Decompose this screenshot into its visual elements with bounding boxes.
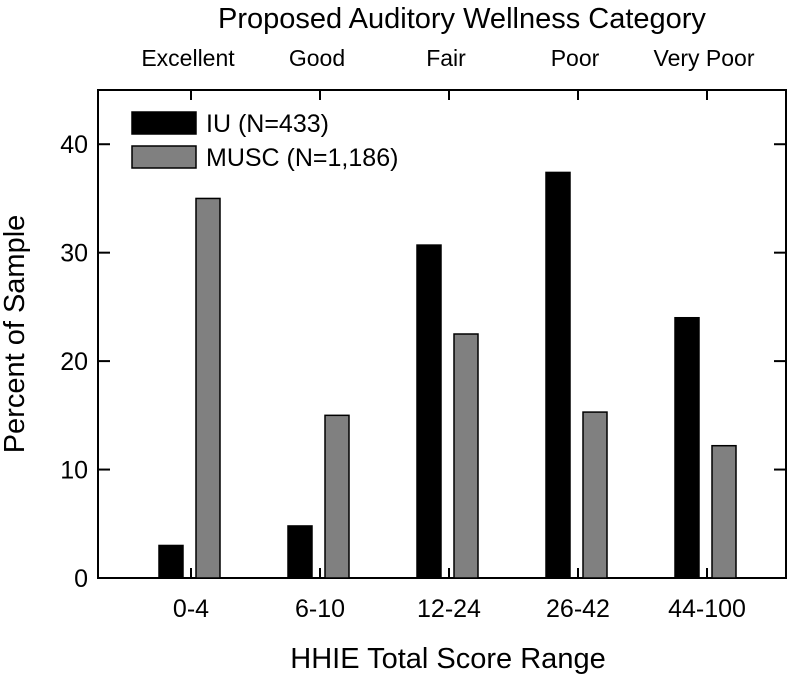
legend-swatch [131, 111, 197, 135]
legend-label: MUSC (N=1,186) [206, 144, 398, 172]
legend-label: IU (N=433) [206, 110, 329, 138]
top-axis-title: Proposed Auditory Wellness Category [218, 3, 706, 35]
bar-iu-44-100 [674, 316, 700, 579]
top-category-label: Excellent [141, 45, 235, 71]
x-tick-label: 44-100 [668, 595, 746, 623]
bar-iu-0-4 [158, 544, 184, 579]
top-category-labels: Excellent Good Fair Poor Very Poor [141, 45, 755, 71]
bar-iu-12-24 [416, 244, 442, 579]
y-tick-label: 20 [60, 348, 88, 376]
plot-frame [97, 89, 787, 579]
y-tick-label: 10 [60, 457, 88, 485]
x-tick-label: 0-4 [173, 595, 209, 623]
bar-iu-26-42 [545, 171, 571, 579]
x-tick-label: 26-42 [546, 595, 610, 623]
y-axis: 0 10 20 30 40 [60, 131, 786, 593]
x-tick-label: 12-24 [417, 595, 481, 623]
bars [158, 171, 737, 579]
legend-swatch [131, 145, 197, 169]
bar-musc-6-10 [324, 414, 350, 579]
x-axis-title: HHIE Total Score Range [290, 643, 605, 675]
y-tick-label: 30 [60, 240, 88, 268]
bar-musc-0-4 [195, 197, 221, 579]
bar-musc-44-100 [711, 444, 737, 579]
legend: IU (N=433) MUSC (N=1,186) [131, 110, 398, 172]
top-category-label: Poor [551, 45, 600, 71]
bar-musc-26-42 [582, 411, 608, 579]
y-tick-label: 0 [74, 565, 88, 593]
y-tick-label: 40 [60, 131, 88, 159]
x-axis: 0-4 6-10 12-24 26-42 44-100 [173, 90, 746, 623]
top-category-label: Fair [426, 45, 466, 71]
x-tick-label: 6-10 [295, 595, 345, 623]
y-axis-title: Percent of Sample [0, 215, 31, 454]
bar-musc-12-24 [453, 333, 479, 579]
bar-iu-6-10 [287, 525, 313, 579]
top-category-label: Good [289, 45, 345, 71]
top-category-label: Very Poor [654, 45, 755, 71]
